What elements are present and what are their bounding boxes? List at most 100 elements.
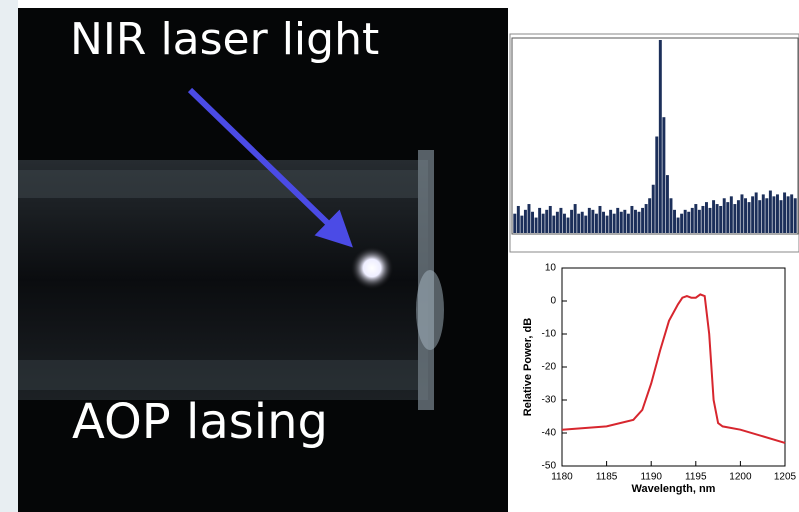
laser-spot <box>350 246 394 290</box>
bar <box>729 196 733 233</box>
bar <box>612 213 616 233</box>
bar <box>719 205 723 233</box>
photo-label: NIR laser light <box>70 14 379 65</box>
bar <box>683 209 687 233</box>
bar <box>637 211 641 233</box>
bar <box>772 196 776 233</box>
bar <box>658 40 662 233</box>
bar <box>559 207 563 233</box>
bar <box>751 196 755 233</box>
bar <box>644 204 648 233</box>
spectrum-plot <box>511 37 799 235</box>
bar <box>776 194 779 233</box>
bar <box>609 209 613 233</box>
bar <box>687 211 691 233</box>
bar <box>566 217 570 233</box>
line-series <box>561 293 786 444</box>
bar <box>779 200 783 233</box>
bar <box>598 205 602 233</box>
bar <box>722 198 726 233</box>
bar <box>758 200 762 233</box>
bar <box>580 211 584 233</box>
bar <box>616 207 620 233</box>
bar <box>765 198 769 233</box>
bar <box>690 207 694 233</box>
bar <box>694 204 698 233</box>
bar <box>726 202 730 233</box>
x-axis-label: Wavelength, nm <box>632 483 716 495</box>
bar <box>712 200 716 233</box>
bar <box>680 213 684 233</box>
y-tick-label: -40 <box>542 428 557 439</box>
bar <box>541 213 545 233</box>
x-tick-label: 1185 <box>596 472 618 483</box>
bar <box>768 190 772 233</box>
y-tick-label: -30 <box>542 395 557 406</box>
bar <box>523 209 527 233</box>
bar <box>527 204 531 233</box>
bar <box>630 205 634 233</box>
bar <box>626 213 630 233</box>
bar <box>673 209 676 233</box>
bar <box>705 202 708 233</box>
bar <box>715 204 719 233</box>
bar <box>793 198 797 233</box>
bar <box>736 200 740 233</box>
glow <box>416 270 444 350</box>
bar <box>655 136 659 233</box>
y-tick-label: -20 <box>542 362 557 373</box>
y-tick-label: -50 <box>542 461 557 472</box>
bar <box>669 198 673 233</box>
bar <box>648 198 652 233</box>
side-strip <box>0 0 18 512</box>
bar <box>697 209 701 233</box>
bar <box>783 192 787 233</box>
bar <box>623 209 627 233</box>
bar <box>747 202 751 233</box>
bar <box>570 209 574 233</box>
line-panel <box>510 255 799 500</box>
bar <box>733 204 737 233</box>
bar <box>584 215 588 233</box>
bar <box>591 209 595 233</box>
bar <box>701 205 705 233</box>
bar <box>708 207 712 233</box>
bar <box>740 194 744 233</box>
bar <box>552 215 556 233</box>
bar <box>605 215 609 233</box>
bar <box>520 215 524 233</box>
bar <box>531 211 534 233</box>
bar <box>548 205 552 233</box>
photo: NIR laser light AOP lasing <box>18 8 508 512</box>
x-tick-label: 1200 <box>729 472 752 483</box>
photo-label: AOP lasing <box>72 394 328 450</box>
bar <box>619 211 623 233</box>
bar <box>563 213 566 233</box>
tube-edge <box>18 170 418 198</box>
bar <box>651 184 655 233</box>
bar <box>786 196 790 233</box>
bar <box>573 204 577 233</box>
bar <box>594 213 598 233</box>
x-tick-label: 1205 <box>774 472 797 483</box>
y-tick-label: 0 <box>550 296 556 307</box>
bar <box>516 205 520 233</box>
bar <box>676 217 680 233</box>
bar <box>545 209 549 233</box>
bar <box>761 194 765 233</box>
x-tick-label: 1190 <box>640 472 662 483</box>
bar <box>662 117 666 233</box>
bar <box>665 175 669 233</box>
bar <box>641 207 645 233</box>
bar <box>534 217 538 233</box>
y-axis-label: Relative Power, dB <box>522 318 534 416</box>
y-tick-label: 10 <box>545 263 557 274</box>
bar <box>555 211 559 233</box>
bar <box>538 207 542 233</box>
bar <box>790 194 794 233</box>
bar <box>634 209 637 233</box>
bar <box>602 211 605 233</box>
tube-edge <box>18 360 418 390</box>
